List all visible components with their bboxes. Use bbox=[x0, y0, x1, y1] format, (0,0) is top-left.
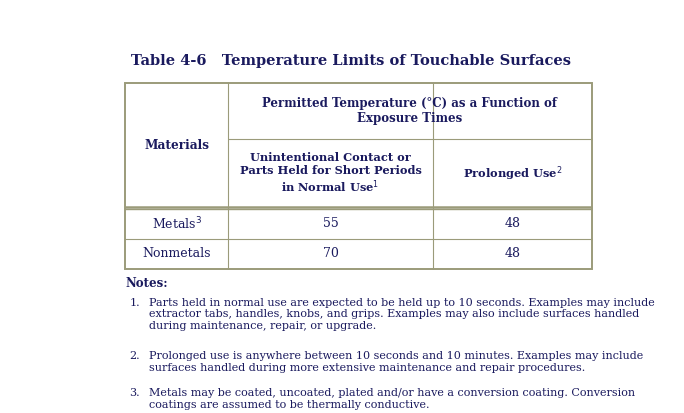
Text: Permitted Temperature (°C) as a Function of
Exposure Times: Permitted Temperature (°C) as a Function… bbox=[263, 97, 557, 125]
Text: 70: 70 bbox=[323, 247, 339, 260]
Text: Metals$^{3}$: Metals$^{3}$ bbox=[152, 215, 202, 232]
Text: Nonmetals: Nonmetals bbox=[142, 247, 211, 260]
Text: Prolonged Use$^{2}$: Prolonged Use$^{2}$ bbox=[463, 164, 562, 183]
Text: Notes:: Notes: bbox=[125, 277, 168, 290]
Text: Table 4-6   Temperature Limits of Touchable Surfaces: Table 4-6 Temperature Limits of Touchabl… bbox=[131, 54, 570, 68]
Text: 1.: 1. bbox=[129, 298, 140, 308]
Bar bbox=[125, 83, 592, 269]
Text: Unintentional Contact or
Parts Held for Short Periods
in Normal Use$^{1}$: Unintentional Contact or Parts Held for … bbox=[239, 152, 421, 195]
Text: Prolonged use is anywhere between 10 seconds and 10 minutes. Examples may includ: Prolonged use is anywhere between 10 sec… bbox=[149, 351, 644, 373]
Text: Metals may be coated, uncoated, plated and/or have a conversion coating. Convers: Metals may be coated, uncoated, plated a… bbox=[149, 388, 635, 410]
Text: Parts held in normal use are expected to be held up to 10 seconds. Examples may : Parts held in normal use are expected to… bbox=[149, 298, 655, 331]
Text: Materials: Materials bbox=[144, 139, 209, 152]
Text: 2.: 2. bbox=[129, 351, 140, 361]
Text: 55: 55 bbox=[323, 217, 339, 230]
Text: 48: 48 bbox=[504, 247, 521, 260]
Text: 3.: 3. bbox=[129, 388, 140, 398]
Text: 48: 48 bbox=[504, 217, 521, 230]
